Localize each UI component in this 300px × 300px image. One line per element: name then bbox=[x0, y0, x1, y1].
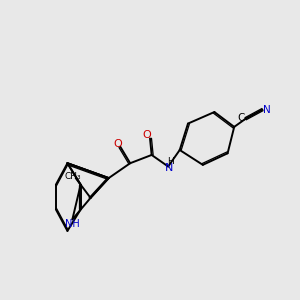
Text: N: N bbox=[263, 105, 271, 115]
Text: O: O bbox=[143, 130, 152, 140]
Text: H: H bbox=[167, 157, 174, 166]
Text: NH: NH bbox=[65, 219, 80, 229]
Text: C: C bbox=[238, 113, 245, 123]
Text: CH₃: CH₃ bbox=[64, 172, 81, 181]
Text: O: O bbox=[113, 139, 122, 149]
Text: N: N bbox=[165, 163, 173, 173]
